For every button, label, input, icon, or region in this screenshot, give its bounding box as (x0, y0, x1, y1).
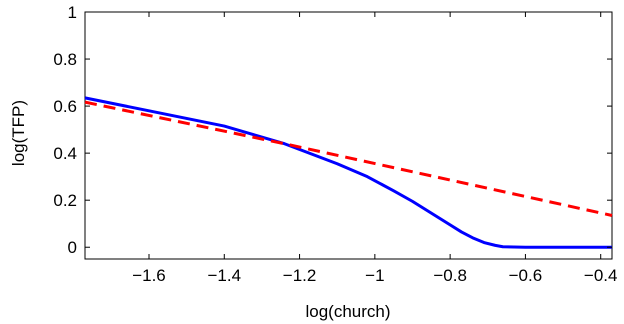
x-tick-label: −0.8 (433, 266, 467, 285)
y-tick-label: 0.2 (53, 191, 77, 210)
y-tick-label: 0.4 (53, 144, 77, 163)
series-line-red-dashed (84, 100, 613, 217)
plot-area (84, 11, 613, 260)
x-tick-label: −1.4 (207, 266, 241, 285)
x-tick-label: −1.2 (283, 266, 317, 285)
x-tick-label: −0.6 (509, 266, 543, 285)
x-tick-label: −1.6 (132, 266, 166, 285)
x-axis: −1.6 −1.4 −1.2 −1 −0.8 −0.6 −0.4 (132, 12, 617, 285)
y-tick-label: 0.6 (53, 97, 77, 116)
x-tick-label: −1 (365, 266, 384, 285)
y-tick-label: 0.8 (53, 50, 77, 69)
y-axis-label: log(TFP) (9, 100, 28, 166)
series-line-blue-solid (84, 96, 612, 249)
y-axis: 0 0.2 0.4 0.6 0.8 1 (53, 3, 612, 257)
x-tick-label: −0.4 (584, 266, 618, 285)
y-tick-label: 1 (68, 3, 77, 22)
plot-frame (84, 11, 613, 260)
x-axis-label: log(church) (305, 302, 390, 321)
y-tick-label: 0 (68, 238, 77, 257)
